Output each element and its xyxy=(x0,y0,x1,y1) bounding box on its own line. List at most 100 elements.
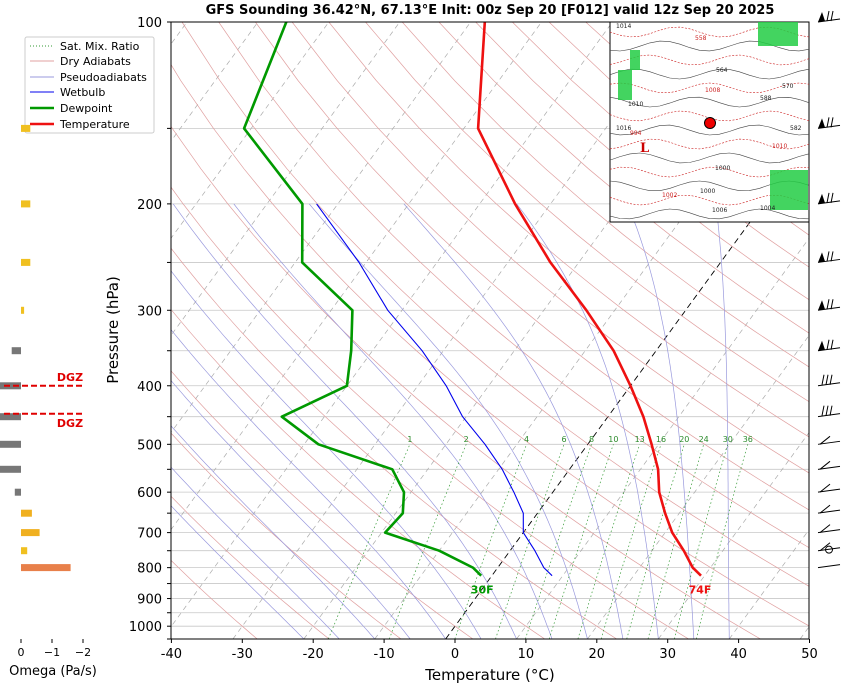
mixing-ratio-labels: 1 2 4 6 8 10 13 16 20 24 30 36 xyxy=(407,435,753,444)
mixing-ratio-line xyxy=(696,444,749,639)
mixing-ratio-line xyxy=(388,444,467,639)
pseudoadiabat xyxy=(171,466,340,639)
wind-barb-flag xyxy=(818,193,825,204)
omega-bar xyxy=(0,440,21,448)
mixing-ratio-line xyxy=(548,444,614,639)
pseudoadiabat xyxy=(715,203,730,639)
mixing-ratio-line xyxy=(525,444,592,639)
map-contour xyxy=(609,82,810,93)
map-contour xyxy=(609,54,810,66)
map-contour-label: 1000 xyxy=(715,165,730,172)
mixing-ratio-line xyxy=(626,444,685,639)
x-tick-label: -10 xyxy=(373,647,394,662)
mixing-ratio-line xyxy=(454,444,527,639)
map-contour xyxy=(609,40,810,52)
mixing-ratio-line xyxy=(600,444,662,639)
wind-barb-flag xyxy=(818,12,825,22)
omega-bar xyxy=(0,465,21,473)
map-precip-area xyxy=(618,70,632,100)
wind-barb-feather xyxy=(826,251,830,262)
map-contour xyxy=(609,138,810,150)
legend-mixing-ratio: Sat. Mix. Ratio xyxy=(60,40,140,53)
y-tick-label: 400 xyxy=(137,380,162,395)
wind-barb-shaft xyxy=(817,413,841,418)
omega-bar xyxy=(0,413,21,421)
dgz-label-lower: DGZ xyxy=(57,417,83,430)
isotherm-line xyxy=(728,529,809,639)
pseudoadiabat xyxy=(171,379,411,639)
dry-adiabat xyxy=(171,432,402,639)
dry-adiabat xyxy=(438,22,809,334)
mixing-ratio-label: 36 xyxy=(743,435,753,444)
isotherm-line xyxy=(516,237,809,639)
mixing-ratio-label: 20 xyxy=(679,435,689,444)
dry-adiabat xyxy=(171,63,809,627)
wind-barb-feather xyxy=(825,374,829,385)
y-tick-label: 300 xyxy=(137,304,162,319)
map-contour xyxy=(609,166,810,178)
isotherm-line xyxy=(232,22,684,639)
pseudoadiabat xyxy=(627,203,695,639)
mixing-ratio-label: 13 xyxy=(635,435,645,444)
wind-barb-feather xyxy=(830,192,834,203)
dewpoint-profile xyxy=(242,22,483,577)
dry-adiabat xyxy=(171,308,545,639)
map-contour-label: 564 xyxy=(716,67,728,74)
omega-panel: 0 −1 −2 xyxy=(0,124,91,659)
y-tick-label: 900 xyxy=(137,593,162,608)
pseudoadiabats xyxy=(171,203,730,639)
mixing-ratio-label: 1 xyxy=(407,435,412,444)
mixing-ratio-label: 30 xyxy=(723,435,733,444)
low-pressure-label: L xyxy=(640,141,649,156)
isotherm-line xyxy=(171,22,471,434)
y-tick-label: 800 xyxy=(137,562,162,577)
wind-barb-feather xyxy=(821,405,825,416)
map-contour xyxy=(609,208,810,220)
wind-barb-feather xyxy=(830,117,834,128)
map-contour-label: 570 xyxy=(782,83,794,90)
pseudoadiabat xyxy=(403,203,624,639)
map-contour-label: 1004 xyxy=(760,205,775,212)
mixing-ratio-label: 6 xyxy=(561,435,566,444)
wind-barb-shaft xyxy=(817,124,841,129)
wind-barb-shaft xyxy=(817,509,841,514)
isotherm-line xyxy=(303,22,755,639)
wind-barb-feather xyxy=(826,339,830,350)
x-tick-label: -30 xyxy=(232,647,253,662)
map-contour-label: 1014 xyxy=(616,23,631,30)
y-tick-label: 1000 xyxy=(129,620,162,635)
wind-barb-feather xyxy=(819,542,831,552)
legend-dewpoint: Dewpoint xyxy=(60,102,113,115)
x-axis-ticks: -40 -30 -20 -10 0 10 20 30 40 50 xyxy=(161,639,818,662)
legend-wetbulb: Wetbulb xyxy=(60,86,105,99)
map-contour xyxy=(609,96,810,108)
dry-adiabat xyxy=(171,495,330,639)
x-tick-label: 10 xyxy=(518,647,535,662)
dry-adiabat xyxy=(171,186,689,639)
dry-adiabat xyxy=(328,22,809,438)
wetbulb-profile xyxy=(316,203,553,577)
pseudoadiabat xyxy=(172,203,517,639)
pseudoadiabat xyxy=(171,425,376,639)
isotherm-line xyxy=(171,22,542,531)
y-axis-label: Pressure (hPa) xyxy=(104,276,122,384)
wind-barb-feather xyxy=(829,405,833,416)
mixing-ratio-line xyxy=(647,444,705,639)
wind-barb-shaft xyxy=(817,564,841,569)
mixing-ratio-line xyxy=(674,444,729,639)
map-contour-label: 1000 xyxy=(700,188,715,195)
wind-barb-shaft xyxy=(817,347,841,352)
sounding-profiles xyxy=(242,22,702,577)
x-tick-label: -20 xyxy=(303,647,324,662)
map-contour xyxy=(609,152,810,164)
legend: Sat. Mix. Ratio Dry Adiabats Pseudoadiab… xyxy=(24,36,155,134)
mixing-ratio-label: 16 xyxy=(656,435,666,444)
surface-dewpoint-label: 30F xyxy=(471,584,494,597)
temperature-profile xyxy=(476,22,702,577)
isotherm-line xyxy=(658,432,809,639)
wind-barb-shaft xyxy=(817,200,841,205)
omega-tick-label: −1 xyxy=(44,646,60,659)
pseudoadiabat xyxy=(171,270,482,639)
wind-barb-shaft xyxy=(817,258,841,263)
